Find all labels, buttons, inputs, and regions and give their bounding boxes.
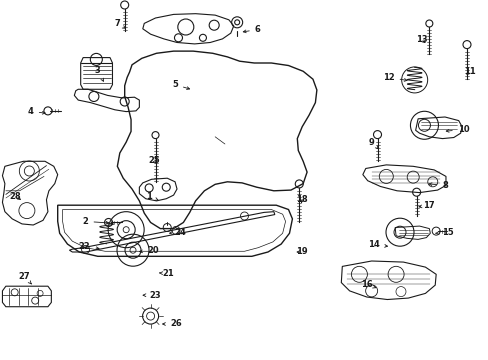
Text: 28: 28 (10, 192, 21, 201)
Text: 8: 8 (428, 181, 447, 190)
Text: 2: 2 (82, 217, 108, 226)
Text: 15: 15 (435, 228, 452, 237)
Text: 22: 22 (79, 242, 99, 251)
Text: 26: 26 (163, 320, 182, 328)
Text: 9: 9 (368, 138, 378, 149)
Text: 23: 23 (143, 291, 161, 300)
Text: 18: 18 (296, 195, 307, 204)
Text: 19: 19 (295, 247, 307, 256)
Text: 16: 16 (360, 280, 375, 289)
Text: 7: 7 (114, 19, 125, 28)
Text: 25: 25 (148, 156, 160, 165)
Text: 24: 24 (169, 228, 185, 237)
Text: 10: 10 (446, 125, 468, 134)
Text: 11: 11 (463, 68, 474, 77)
Text: 6: 6 (243, 25, 260, 34)
Text: 20: 20 (140, 246, 159, 255)
Text: 14: 14 (367, 240, 386, 249)
Text: 21: 21 (160, 269, 174, 278)
Text: 1: 1 (146, 192, 158, 201)
Text: 3: 3 (95, 66, 103, 81)
Text: 27: 27 (19, 272, 31, 284)
Text: 17: 17 (418, 201, 434, 210)
Text: 12: 12 (382, 73, 407, 82)
Text: 4: 4 (28, 107, 45, 116)
Text: 13: 13 (415, 35, 427, 44)
Text: 5: 5 (172, 80, 189, 90)
